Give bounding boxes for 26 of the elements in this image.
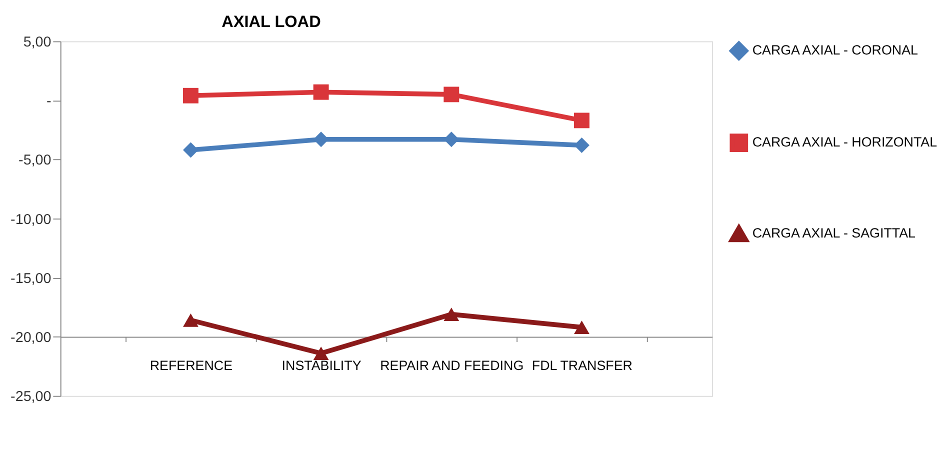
point xyxy=(182,88,198,104)
point xyxy=(574,320,590,334)
y-tick-label: -20,00 xyxy=(10,330,52,346)
legend-label: CARGA AXIAL - HORIZONTAL xyxy=(752,134,938,150)
x-tick-label: INSTABILITY xyxy=(282,358,362,373)
point xyxy=(444,86,460,102)
point xyxy=(313,346,329,360)
y-tick-label: -15,00 xyxy=(10,270,52,287)
point xyxy=(313,84,329,100)
point xyxy=(182,314,198,327)
legend-label: CARGA AXIAL - CORONAL xyxy=(752,42,919,58)
point xyxy=(574,138,590,154)
y-tick-label: 5,00 xyxy=(23,34,52,51)
y-tick-label: -10,00 xyxy=(10,212,52,228)
legend-label: CARGA AXIAL - SAGITTAL xyxy=(752,226,916,241)
y-tick-label: -5,00 xyxy=(18,152,52,169)
chart-title: AXIAL LOAD xyxy=(222,12,322,31)
y-tick-label: -25,00 xyxy=(10,389,52,406)
point xyxy=(444,308,460,321)
point xyxy=(444,132,460,148)
x-tick-label: REFERENCE xyxy=(150,358,233,373)
point xyxy=(574,112,590,128)
x-tick-label: REPAIR AND FEEDING xyxy=(380,358,524,373)
x-tick-label: FDL TRANSFER xyxy=(532,358,633,373)
y-tick-label: - xyxy=(46,94,52,110)
point xyxy=(182,142,198,158)
